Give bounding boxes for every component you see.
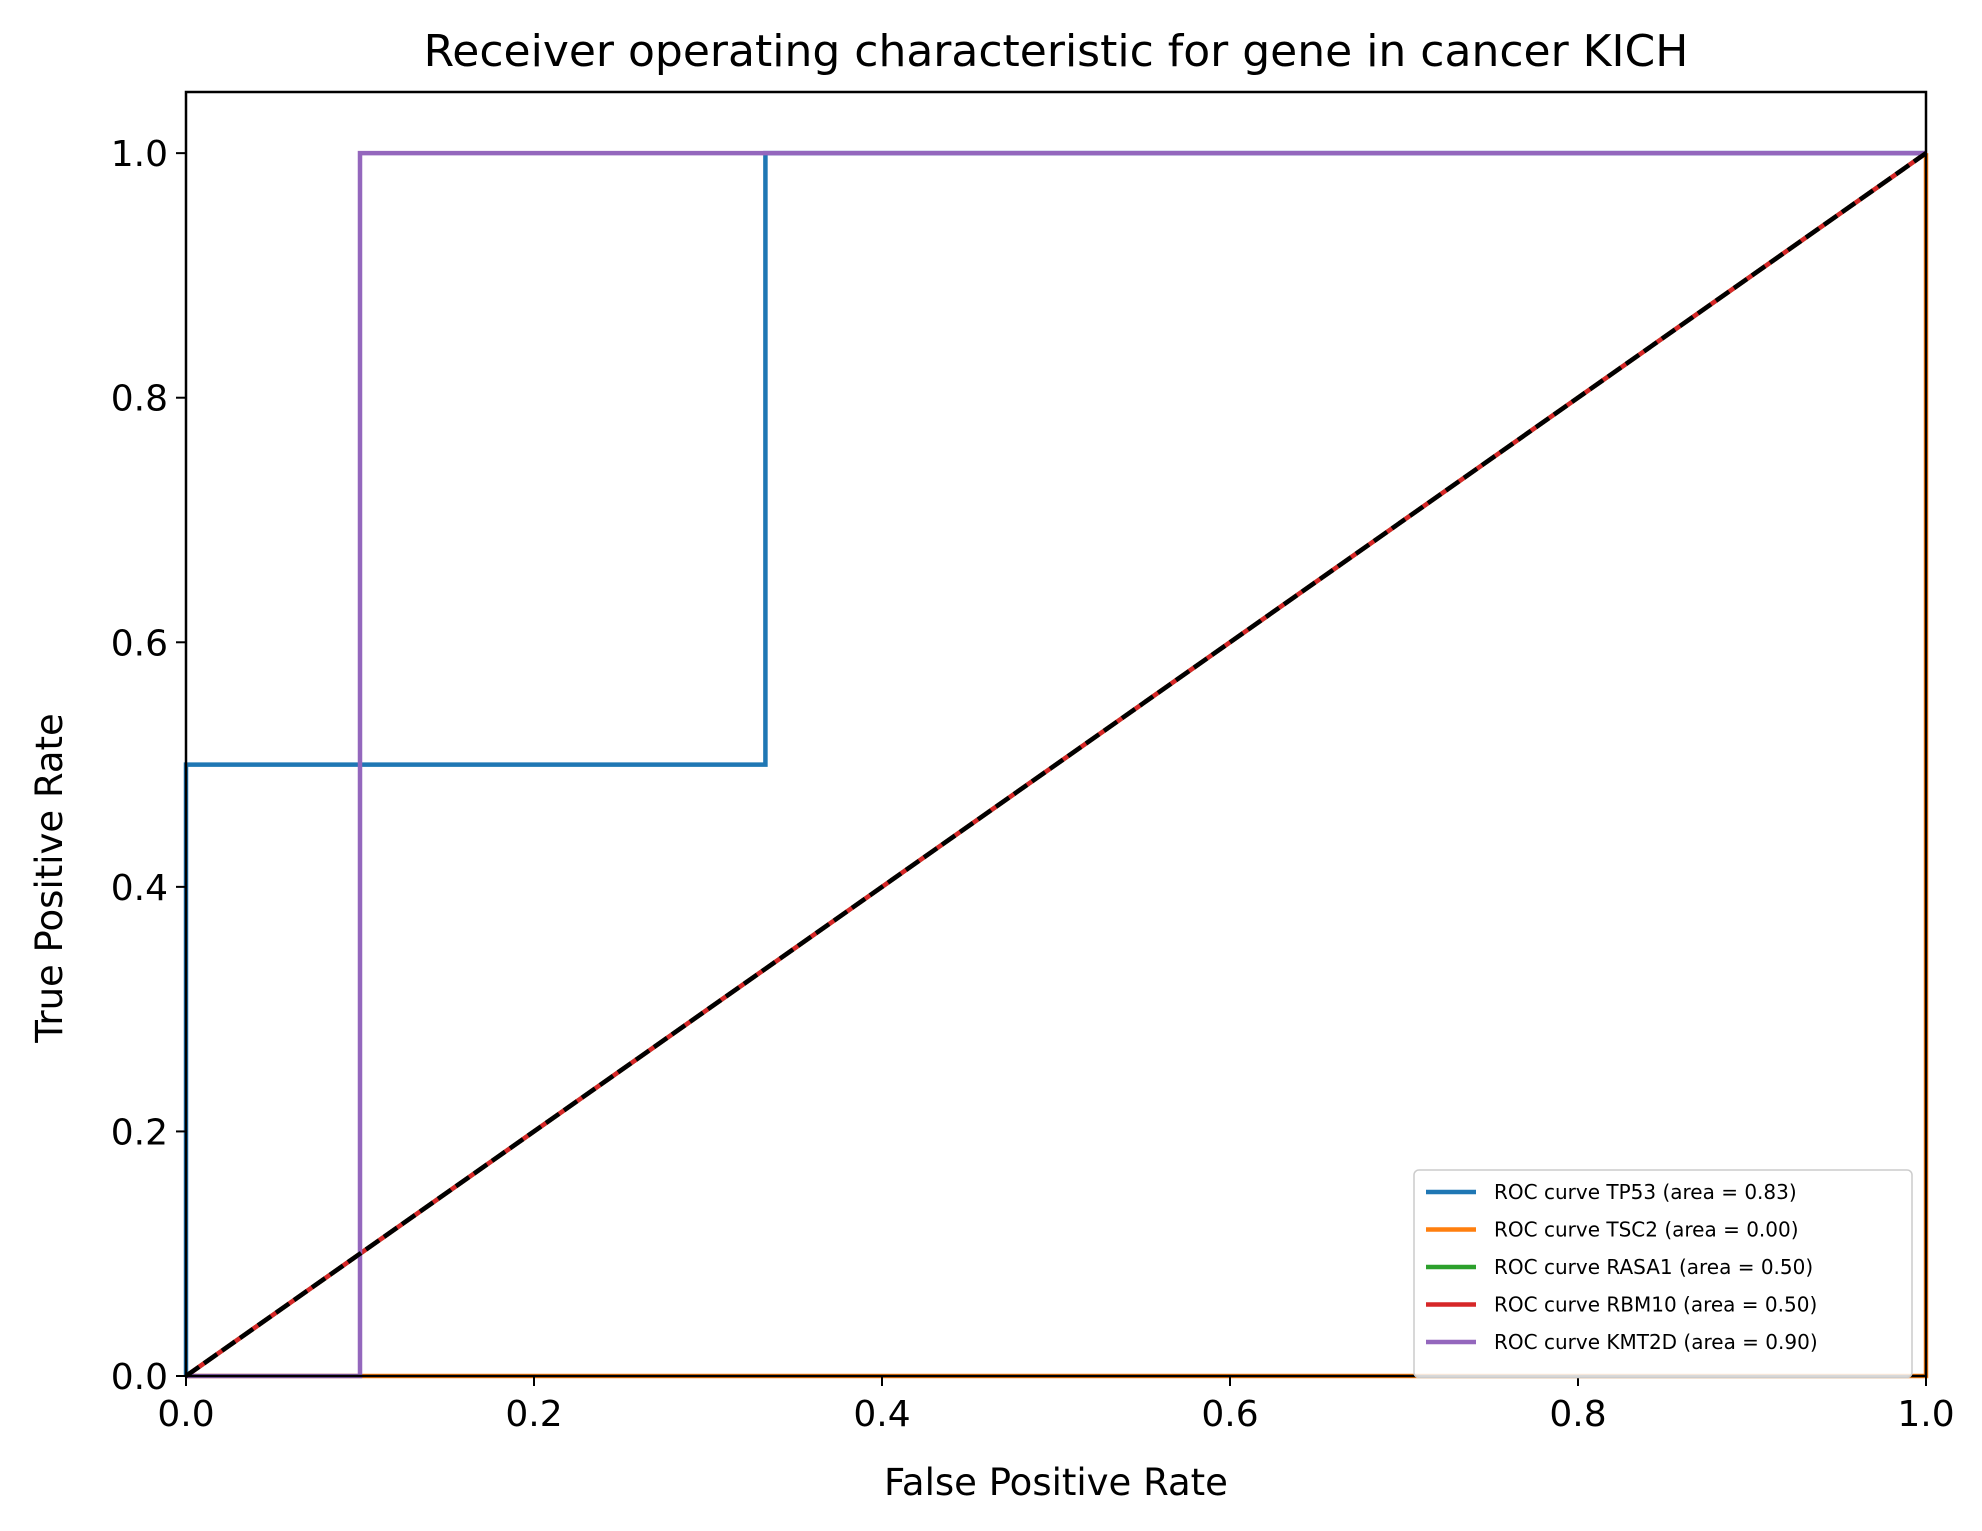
y-tick-label-3: 0.6: [111, 623, 168, 664]
y-tick-label-0: 0.0: [111, 1357, 168, 1398]
legend-box: [1413, 1169, 1913, 1379]
x-tick-label-1: 0.2: [505, 1394, 562, 1435]
x-tick-label-5: 1.0: [1897, 1394, 1954, 1435]
x-tick-label-3: 0.6: [1201, 1394, 1258, 1435]
legend-label-4: ROC curve KMT2D (area = 0.90): [1494, 1330, 1818, 1354]
x-tick-label-0: 0.0: [157, 1394, 214, 1435]
legend-label-1: ROC curve TSC2 (area = 0.00): [1494, 1218, 1799, 1242]
y-tick-label-2: 0.4: [111, 868, 168, 909]
x-tick-label-2: 0.4: [853, 1394, 910, 1435]
legend: ROC curve TP53 (area = 0.83) ROC curve TS…: [1413, 1169, 1913, 1379]
legend-label-3: ROC curve RBM10 (area = 0.50): [1494, 1293, 1817, 1317]
y-tick-label-1: 0.2: [111, 1112, 168, 1153]
legend-label-2: ROC curve RASA1 (area = 0.50): [1494, 1255, 1813, 1279]
x-axis-label: False Positive Rate: [884, 1461, 1228, 1504]
y-tick-label-5: 1.0: [111, 134, 168, 175]
y-axis-label: True Positive Rate: [28, 713, 71, 1044]
legend-label-0: ROC curve TP53 (area = 0.83): [1494, 1180, 1797, 1204]
chart-title: Receiver operating characteristic for ge…: [424, 26, 1689, 77]
reference-diagonal-line: [184, 151, 1928, 1378]
x-tick-label-4: 0.8: [1549, 1394, 1606, 1435]
y-tick-label-4: 0.8: [111, 379, 168, 420]
plot-frame: [184, 90, 1928, 1378]
plot-area: 0.0 0.2 0.4 0.6 0.8 1.0 0.0 0.2 0.4 0.6 0.8 1.0: [111, 90, 1955, 1435]
